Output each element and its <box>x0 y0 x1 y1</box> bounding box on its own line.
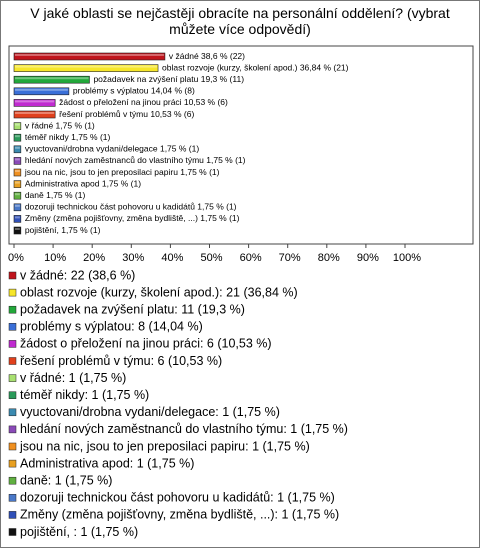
bar-highlight <box>15 158 20 161</box>
bar <box>13 99 56 107</box>
legend-label: jsou na nic, jsou to jen preposilaci pap… <box>19 439 310 453</box>
legend-swatch <box>8 271 17 280</box>
bar-label: řešení problémů v týmu 10,53 % (6) <box>59 109 194 119</box>
x-tick-label: 50% <box>200 252 222 264</box>
legend-label: Změny (změna pojišťovny, změna bydliště,… <box>20 508 339 522</box>
x-tick-label: 90% <box>357 252 379 264</box>
legend-label: téměř nikdy: 1 (1,75 %) <box>20 388 149 402</box>
legend-label: požadavek na zvýšení platu: 11 (19,3 %) <box>20 302 245 316</box>
legend-swatch <box>8 511 17 519</box>
x-tick-label: 80% <box>318 252 340 264</box>
bar-highlight <box>15 193 20 196</box>
bar-label: pojištění, 1,75 % (1) <box>25 225 101 235</box>
legend-label: v řádné: 1 (1,75 %) <box>20 371 126 385</box>
bar-label: v žádné 38,6 % (22) <box>169 51 245 61</box>
legend-label: v žádné: 22 (38,6 %) <box>20 268 135 282</box>
x-tick-label: 10% <box>44 252 66 264</box>
legend-swatch <box>8 288 17 297</box>
legend-swatch <box>8 442 17 451</box>
bar-label: jsou na nic, jsou to jen preposilaci pap… <box>24 167 220 177</box>
bar-highlight <box>15 112 55 114</box>
bar-highlight <box>15 216 20 219</box>
bar-highlight <box>15 204 20 207</box>
bar-highlight <box>15 123 20 126</box>
bar <box>13 180 22 188</box>
legend-label: problémy s výplatou: 8 (14,04 %) <box>20 320 203 334</box>
x-tick-label: 100% <box>393 252 421 264</box>
bar <box>13 215 22 223</box>
bar-highlight <box>15 88 68 91</box>
bar <box>13 75 90 84</box>
bar <box>13 122 22 130</box>
legend-swatch <box>8 528 17 536</box>
bar <box>13 52 166 61</box>
x-tick-label: 40% <box>161 252 183 264</box>
bar-highlight <box>15 228 20 230</box>
x-tick-label: 30% <box>122 252 144 264</box>
bar-label: téměř nikdy 1,75 % (1) <box>25 132 111 142</box>
bar-label: Změny (změna pojišťovny, změna bydliště,… <box>25 213 240 223</box>
bar-label: dozoruji technickou část pohovoru u kadi… <box>25 202 237 212</box>
bar-highlight <box>15 77 89 80</box>
legend-swatch <box>8 425 17 434</box>
bar <box>13 64 159 72</box>
legend-swatch <box>8 323 17 331</box>
bar-highlight <box>15 135 20 138</box>
bar-label: žádost o přeložení na jinou práci 10,53 … <box>59 97 228 107</box>
legend-label: Administrativa apod: 1 (1,75 %) <box>20 456 194 470</box>
legend-label: hledání nových zaměstnanců do vlastního … <box>20 422 348 436</box>
bar-label: hledání nových zaměstnanců do vlastního … <box>25 155 246 165</box>
legend-swatch <box>8 408 17 417</box>
legend-swatch <box>8 357 17 365</box>
plot-frame <box>8 45 474 245</box>
legend-label: vyuctovani/drobna vydani/delegace: 1 (1,… <box>20 405 280 419</box>
legend-label: dozoruji technickou část pohovoru u kadi… <box>20 491 335 505</box>
bar <box>13 87 70 96</box>
bar <box>13 226 22 235</box>
bar <box>13 203 22 212</box>
bar <box>13 191 22 200</box>
legend-swatch <box>8 340 17 348</box>
legend-swatch <box>8 374 17 382</box>
legend-label: žádost o přeložení na jinou práci: 6 (10… <box>20 337 272 351</box>
legend-swatch <box>8 476 17 485</box>
legend-swatch <box>8 459 17 468</box>
bar-label: daně 1,75 % (1) <box>25 190 86 200</box>
bar-label: oblast rozvoje (kurzy, školení apod.) 36… <box>162 62 349 72</box>
bar-highlight <box>15 65 158 68</box>
bar-label: v řádné 1,75 % (1) <box>25 120 95 130</box>
bar-label: problémy s výplatou 14,04 % (8) <box>73 86 195 96</box>
bar-label: vyuctovani/drobna vydani/delegace 1,75 %… <box>25 144 200 154</box>
bar-highlight <box>15 181 20 184</box>
legend-label: daně: 1 (1,75 %) <box>20 473 112 487</box>
bar-highlight <box>15 100 55 103</box>
bar <box>13 133 22 142</box>
bar-label: požadavek na zvýšení platu 19,3 % (11) <box>93 74 244 84</box>
x-tick-label: 0% <box>8 252 24 264</box>
legend-swatch <box>8 305 17 314</box>
chart-title: V jaké oblasti se nejčastěji obracíte na… <box>30 5 450 37</box>
x-tick-label: 60% <box>240 252 262 264</box>
legend-label: oblast rozvoje (kurzy, školení apod.): 2… <box>20 285 298 299</box>
bar <box>13 145 22 154</box>
bar-highlight <box>15 146 20 149</box>
bar <box>13 157 22 165</box>
bar <box>13 110 56 119</box>
legend-label: řešení problémů v týmu: 6 (10,53 %) <box>20 354 222 368</box>
bar-highlight <box>15 54 164 56</box>
legend-swatch <box>8 494 17 502</box>
bar <box>13 168 22 177</box>
legend-swatch <box>8 391 17 399</box>
x-tick-label: 20% <box>83 252 105 264</box>
x-tick-label: 70% <box>279 252 301 264</box>
legend-label: pojištění, : 1 (1,75 %) <box>20 525 138 539</box>
bar-highlight <box>15 170 20 172</box>
bar-label: Administrativa apod 1,75 % (1) <box>25 178 141 188</box>
